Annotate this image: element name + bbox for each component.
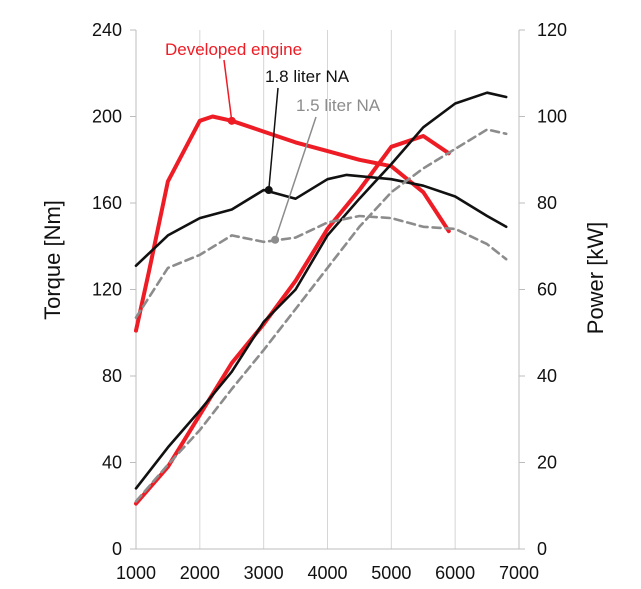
annotation-label: Developed engine xyxy=(165,40,302,59)
annotation-label: 1.5 liter NA xyxy=(296,96,381,115)
y-left-tick-label: 120 xyxy=(92,280,122,300)
y-left-axis-title: Torque [Nm] xyxy=(40,200,65,320)
y-left-tick-label: 160 xyxy=(92,193,122,213)
x-tick-label: 2000 xyxy=(180,563,220,583)
x-tick-label: 3000 xyxy=(244,563,284,583)
y-left-tick-label: 40 xyxy=(102,453,122,473)
y-left-tick-label: 80 xyxy=(102,366,122,386)
1-8-liter-na-torque-line xyxy=(134,173,508,268)
y-right-tick-label: 0 xyxy=(537,539,547,559)
x-tick-label: 7000 xyxy=(499,563,539,583)
1-8-liter-na-power-line xyxy=(134,91,508,490)
y-left-tick-label: 240 xyxy=(92,20,122,40)
annotation-leader-line xyxy=(223,59,233,121)
1-5-liter-na-power-line xyxy=(134,128,508,503)
annotation-label: 1.8 liter NA xyxy=(265,67,350,86)
developed-engine-power-line xyxy=(134,134,451,506)
y-right-tick-label: 80 xyxy=(537,193,557,213)
1-5-liter-na-torque-line xyxy=(134,214,508,319)
y-right-tick-label: 60 xyxy=(537,280,557,300)
y-right-tick-label: 120 xyxy=(537,20,567,40)
x-tick-label: 5000 xyxy=(371,563,411,583)
series-layer xyxy=(134,91,508,506)
annotation-leader-line xyxy=(268,87,279,191)
annotation-marker xyxy=(227,116,236,125)
annotation-marker xyxy=(271,235,280,244)
annotation-layer: Developed engine 1.8 liter NA 1.5 liter NA xyxy=(165,40,381,244)
y-left-tick-label: 0 xyxy=(112,539,122,559)
x-tick-label: 4000 xyxy=(307,563,347,583)
y-right-tick-label: 20 xyxy=(537,453,557,473)
annotation-marker xyxy=(264,186,273,195)
x-tick-label: 6000 xyxy=(435,563,475,583)
tick-layer: 1000 2000 3000 4000 5000 6000 7000040801201602… xyxy=(92,20,567,583)
x-tick-label: 1000 xyxy=(116,563,156,583)
y-left-tick-label: 200 xyxy=(92,107,122,127)
annotation-leader-line xyxy=(274,116,317,240)
y-right-tick-label: 100 xyxy=(537,107,567,127)
developed-engine-torque-line xyxy=(134,114,451,333)
y-right-axis-title: Power [kW] xyxy=(583,222,608,334)
y-right-tick-label: 40 xyxy=(537,366,557,386)
